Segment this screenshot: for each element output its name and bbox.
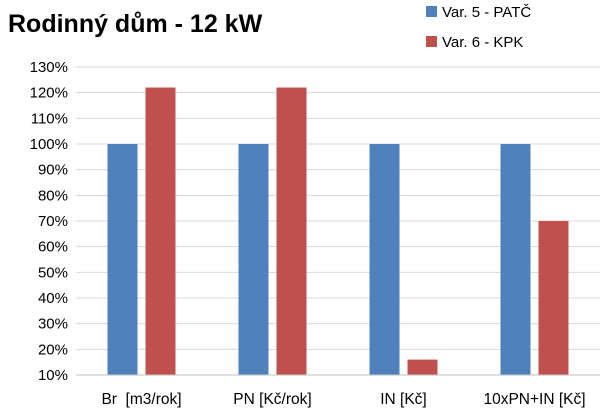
x-category-label: Br [m3/rok] [101,391,181,408]
legend: Var. 5 - PATČ Var. 6 - KPK [426,4,531,51]
bar-var6-1 [276,87,307,376]
bar-var5-0 [107,144,138,375]
y-tick-label: 10% [38,367,68,384]
y-tick-label: 20% [38,341,68,358]
y-tick-label: 60% [38,239,68,256]
y-tick-label: 110% [31,110,68,127]
bar-var5-1 [238,144,269,375]
y-tick-label: 100% [30,136,68,153]
bar-var5-3 [500,144,531,375]
x-category-label: IN [Kč] [380,391,427,408]
y-tick-label: 130% [30,59,68,76]
y-axis-ticks: 10% 20% 30% 40% 50% 60% 70% 80% 90% 100% 110% 120% 1… [30,59,68,384]
y-tick-label: 80% [38,187,68,204]
bars [107,87,569,376]
x-axis-categories: Br [m3/rok] PN [Kč/rok] IN [Kč] 10xPN+IN [K… [101,391,585,408]
y-tick-label: 90% [38,162,68,179]
bar-var6-3 [538,221,569,375]
legend-swatch [426,6,437,17]
x-category-label: PN [Kč/rok] [233,391,311,408]
y-tick-label: 70% [38,213,68,230]
bar-var6-0 [145,87,176,376]
x-category-label: 10xPN+IN [Kč] [483,391,585,408]
y-tick-label: 40% [38,290,68,307]
bar-var5-2 [369,144,400,375]
legend-swatch [426,36,437,47]
y-tick-label: 120% [30,85,68,102]
y-tick-label: 30% [38,316,68,333]
y-tick-label: 50% [38,264,68,281]
legend-label: Var. 6 - KPK [442,34,523,51]
legend-label: Var. 5 - PATČ [442,4,531,21]
bar-var6-2 [407,359,438,375]
chart-title: Rodinný dům - 12 kW [8,10,263,38]
